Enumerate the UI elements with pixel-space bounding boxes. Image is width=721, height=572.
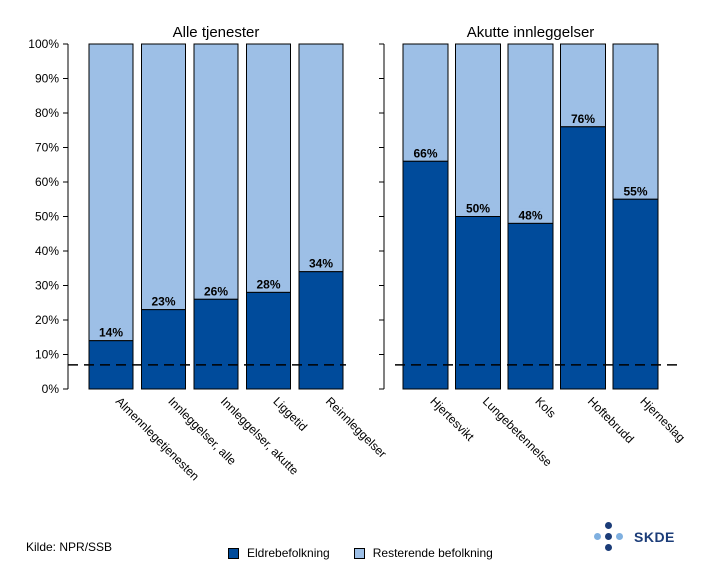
panel-title: Akutte innleggelser — [467, 24, 595, 41]
data-label-bg — [570, 111, 596, 125]
bar-eldre — [88, 340, 134, 390]
panel-title: Alle tjenester — [173, 24, 260, 41]
y-tick-label: 30% — [35, 279, 59, 293]
data-label-bg — [465, 201, 491, 215]
legend-swatch-eldre — [228, 547, 239, 559]
data-label-bg — [517, 208, 544, 222]
data-label: 50% — [466, 202, 490, 216]
bar-resterende — [455, 43, 501, 217]
source-note: Kilde: NPR/SSB — [26, 540, 113, 554]
y-tick-label: 70% — [35, 141, 59, 155]
bar-resterende — [246, 43, 291, 293]
data-label-bg — [255, 277, 282, 291]
data-label: 28% — [256, 277, 280, 291]
bar-eldre — [507, 222, 554, 390]
data-label: 23% — [151, 295, 175, 309]
data-label: 66% — [413, 146, 437, 160]
logo-text: SKDE — [634, 529, 675, 545]
legend-item-resterende: Resterende befolkning — [353, 546, 493, 560]
bar-eldre — [246, 291, 291, 390]
data-label: 48% — [518, 208, 542, 222]
legend-item-eldre: Eldrebefolkning — [228, 546, 330, 560]
y-tick-label: 80% — [35, 106, 59, 120]
data-label: 26% — [204, 284, 228, 298]
y-tick-label: 0% — [42, 382, 60, 396]
bar-eldre — [193, 298, 239, 390]
legend-swatch-resterende — [353, 547, 365, 559]
data-label-bg — [412, 146, 439, 160]
x-category-label: Kols — [532, 394, 558, 420]
bar-eldre — [560, 126, 606, 390]
y-tick-label: 90% — [35, 72, 59, 86]
logo-dots-icon — [588, 522, 626, 552]
bar-resterende — [141, 43, 186, 311]
data-label: 55% — [623, 184, 647, 198]
bar-eldre — [298, 271, 344, 390]
y-tick-label: 50% — [35, 210, 59, 224]
y-tick-label: 10% — [35, 348, 59, 362]
bar-resterende — [612, 43, 659, 200]
bar-eldre — [455, 216, 501, 390]
y-tick-label: 100% — [28, 37, 59, 51]
bar-resterende — [193, 43, 239, 300]
y-tick-label: 20% — [35, 313, 59, 327]
bar-resterende — [402, 43, 449, 162]
data-label-bg — [622, 184, 649, 198]
y-tick-label: 60% — [35, 175, 59, 189]
skde-logo: SKDE — [588, 522, 675, 552]
bar-eldre — [402, 160, 449, 390]
data-label-bg — [150, 294, 177, 308]
x-category-label: Hjertesvikt — [427, 394, 477, 444]
legend-label-resterende: Resterende befolkning — [372, 546, 493, 560]
data-label-bg — [98, 325, 124, 339]
x-category-label: Reinnleggelser — [323, 394, 390, 461]
x-category-label: Liggetid — [270, 394, 310, 434]
legend: Eldrebefolkning Resterende befolkning — [228, 546, 517, 560]
data-label: 34% — [309, 257, 333, 271]
bar-resterende — [507, 43, 554, 224]
legend-label-eldre: Eldrebefolkning — [247, 546, 330, 560]
data-label: 76% — [571, 112, 595, 126]
bar-resterende — [298, 43, 344, 273]
bar-eldre — [141, 309, 186, 390]
x-category-label: Hjerneslag — [637, 394, 687, 444]
x-category-label: Hoftebrudd — [585, 394, 637, 446]
y-tick-label: 40% — [35, 244, 59, 258]
data-label-bg — [308, 256, 334, 270]
bar-resterende — [88, 43, 134, 342]
bar-eldre — [612, 198, 659, 390]
data-label-bg — [203, 284, 229, 298]
data-label: 14% — [99, 326, 123, 340]
